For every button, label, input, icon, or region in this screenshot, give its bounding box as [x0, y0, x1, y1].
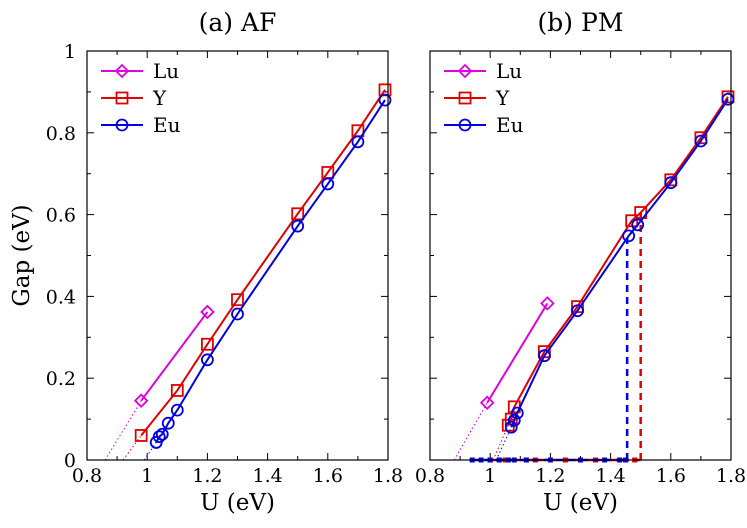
- panel-b-xtick-label: 1.8: [716, 465, 746, 487]
- panel-a-legend-label: Lu: [153, 59, 179, 83]
- panel-a-legend-marker: [114, 63, 130, 79]
- panel-a-ytick-label: 0.4: [46, 286, 76, 308]
- panel-b-legend-label: Lu: [496, 59, 522, 83]
- panel-b-point-eu: [537, 349, 551, 363]
- panel-a-extrapolation-eu: [143, 442, 157, 461]
- panel-a-point-eu: [155, 427, 169, 441]
- panel-b-legend-y: Y: [444, 86, 510, 110]
- panel-b-legend-label: Y: [495, 86, 510, 110]
- panel-b-extrapolation-lu: [453, 402, 488, 461]
- panel-a-ytick-label: 1: [64, 41, 76, 63]
- panel-a-point-eu: [152, 430, 166, 444]
- panel-b-xtick-label: 1.6: [656, 465, 686, 487]
- panel-a-series-y: [122, 83, 392, 461]
- panel-a-point-eu: [231, 307, 244, 321]
- panel-a-xtick-label: 1.4: [252, 465, 282, 487]
- panel-a-legend-y: Y: [101, 86, 167, 110]
- panel-a-point-eu: [321, 177, 335, 191]
- panel-b-point-eu: [694, 134, 708, 148]
- panel-b-point-eu: [622, 229, 636, 243]
- panel-a-point-eu: [291, 219, 305, 233]
- panel-a-ytick-label: 0: [64, 450, 76, 472]
- panel-a-ytick-label: 0.6: [46, 205, 76, 227]
- panel-b-point-eu: [664, 176, 678, 190]
- panel-a-point-eu: [351, 135, 365, 149]
- panel-b-legend-marker: [458, 118, 472, 132]
- panel-b-legend-marker: [458, 91, 472, 105]
- panel-a-point-eu: [161, 416, 175, 430]
- panel-b-line-y: [507, 96, 729, 426]
- panel-b-line-eu: [510, 98, 729, 428]
- panel-a-ytick-label: 0.8: [46, 123, 76, 145]
- panel-a-legend-label: Eu: [153, 113, 181, 137]
- panel-a-point-eu: [200, 353, 214, 367]
- panel-b-legend-lu: Lu: [444, 59, 522, 83]
- panel-b: (b) PM 0.8 1 1.2 1.4 1.6 1.8 U (eV) Lu Y Eu: [415, 8, 746, 516]
- panel-a: (a) AF 0.8 1 1.2 1.4 1.6 1.8 0 0.2 0.4 0.6 0.8 1 U (e…: [9, 8, 403, 516]
- panel-a-xtick-label: 1.8: [373, 465, 403, 487]
- panel-a-point-eu: [378, 93, 392, 107]
- panel-b-legend-eu: Eu: [444, 113, 524, 137]
- panel-b-point-eu: [721, 92, 735, 106]
- panel-b-title: (b) PM: [538, 8, 624, 37]
- panel-a-series-eu: [143, 93, 392, 461]
- panel-b-xtick-label: 1.4: [595, 465, 625, 487]
- panel-a-legend-marker: [115, 91, 129, 105]
- panel-b-xtick-label: 1: [484, 465, 496, 487]
- panel-a-point-eu: [170, 403, 184, 417]
- panel-a-line-eu: [155, 99, 386, 443]
- panel-b-legend-marker: [457, 63, 473, 79]
- panel-a-point-y: [200, 337, 214, 351]
- panel-b-xtick-label: 0.8: [415, 465, 445, 487]
- panel-a-point-y: [170, 384, 184, 397]
- panel-a-legend-marker: [115, 118, 129, 132]
- panel-b-xlabel: U (eV): [543, 490, 618, 516]
- panel-a-legend-label: Y: [152, 86, 167, 110]
- panel-a-series-lu: [104, 304, 215, 461]
- panel-b-point-eu: [571, 304, 584, 318]
- panel-a-xlabel: U (eV): [200, 490, 275, 516]
- panel-a-xtick-label: 0.8: [72, 465, 102, 487]
- panel-b-point-eu: [510, 406, 524, 420]
- panel-a-ytick-label: 0.2: [46, 368, 76, 390]
- panel-a-extrapolation-y: [122, 435, 142, 461]
- panel-b-legend-label: Eu: [496, 113, 524, 137]
- panel-a-line-y: [140, 89, 386, 437]
- panel-a-xtick-label: 1: [141, 465, 153, 487]
- panel-b-line-lu: [486, 302, 549, 404]
- panel-a-point-y: [291, 207, 305, 221]
- panel-a-legend-eu: Eu: [101, 113, 181, 137]
- panel-b-xtick-label: 1.2: [535, 465, 565, 487]
- panel-a-xtick-label: 1.6: [313, 465, 343, 487]
- panel-b-point-eu: [507, 413, 521, 427]
- panel-a-point-lu: [133, 393, 149, 408]
- panel-b-point-eu: [631, 218, 645, 232]
- panel-b-frame: [429, 50, 732, 461]
- panel-a-line-lu: [140, 311, 209, 402]
- panel-a-point-y: [231, 293, 244, 307]
- panel-b-point-eu: [504, 420, 518, 434]
- panel-a-point-y: [134, 429, 148, 442]
- panel-a-legend-lu: Lu: [101, 59, 179, 83]
- panel-b-point-lu: [540, 296, 555, 311]
- panel-b-series-lu: [453, 296, 555, 461]
- panel-a-ylabel: Gap (eV): [9, 204, 35, 306]
- panel-a-xtick-label: 1.2: [192, 465, 222, 487]
- panel-a-title: (a) AF: [199, 8, 277, 37]
- panel-a-frame: [86, 50, 389, 461]
- panel-a-point-lu: [200, 304, 215, 320]
- panel-b-point-lu: [479, 395, 495, 411]
